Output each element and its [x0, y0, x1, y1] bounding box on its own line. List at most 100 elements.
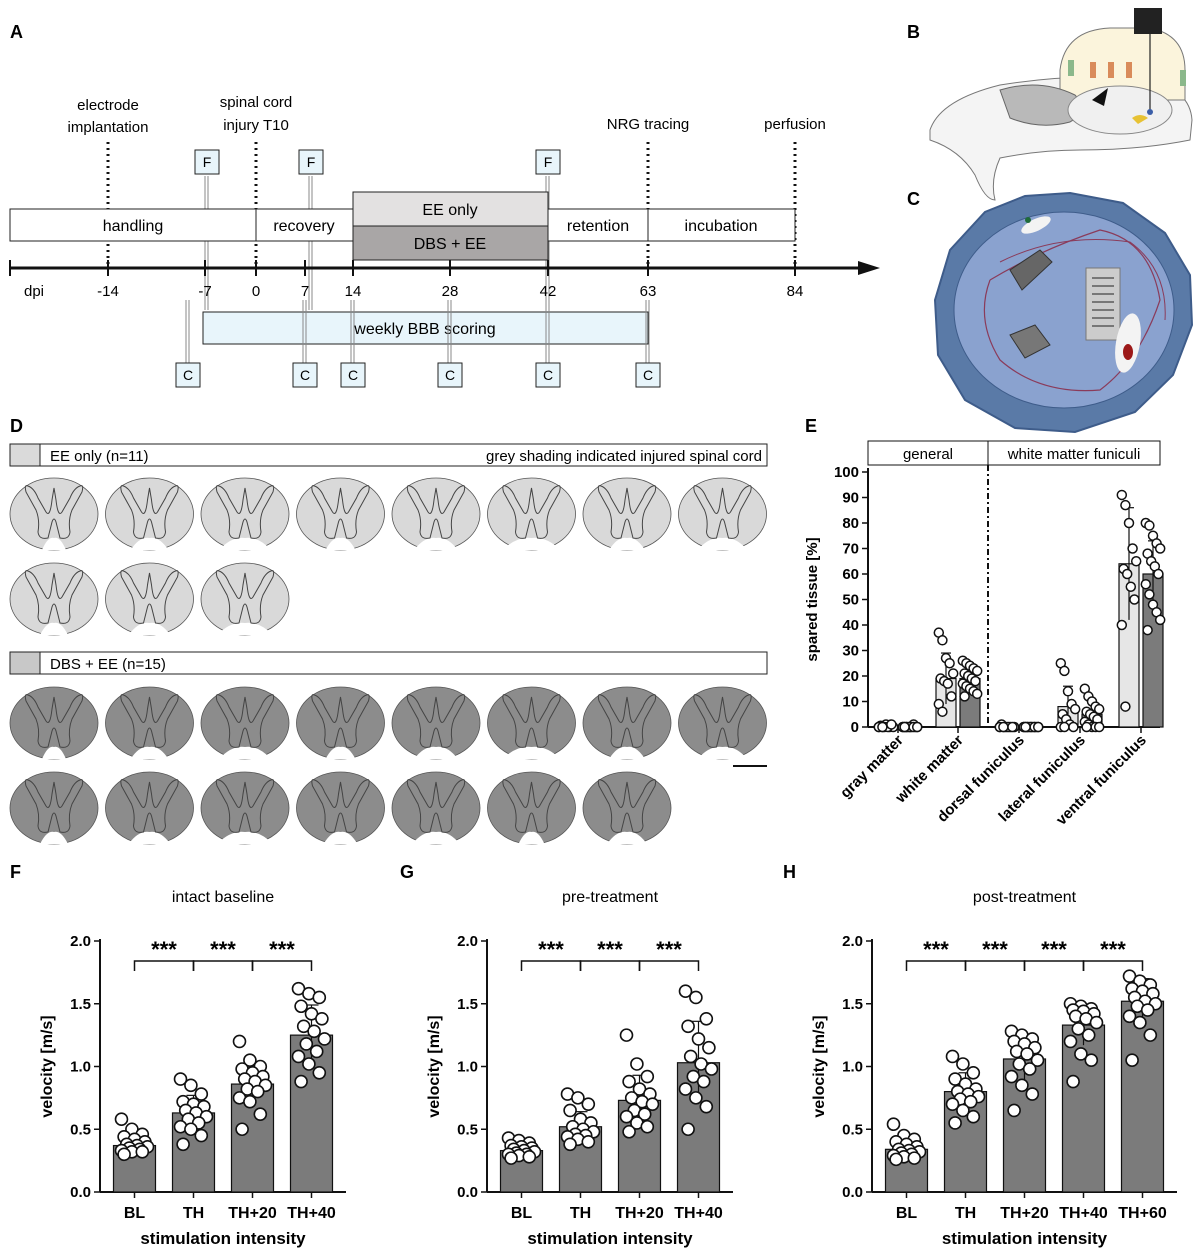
data-point: [956, 1103, 970, 1118]
data-point: [704, 1062, 719, 1076]
data-point: [1154, 614, 1166, 626]
data-point: [699, 1099, 714, 1114]
spared-tissue: [583, 528, 615, 550]
tick-label: 7: [301, 283, 309, 300]
y-axis-label: velocity [m/s]: [426, 1015, 443, 1117]
data-point: [1007, 721, 1018, 733]
gray-matter-outline: [502, 779, 561, 833]
data-point: [886, 719, 897, 730]
spared-tissue: [42, 746, 66, 759]
spared-tissue: [487, 741, 520, 759]
x-tick-label: TH+40: [674, 1205, 723, 1222]
significance-bracket: [520, 960, 582, 971]
data-point: [956, 1057, 970, 1071]
spared-tissue: [10, 528, 42, 550]
cord-section: [105, 562, 194, 636]
data-point: [522, 1150, 537, 1164]
spared-tissue: [10, 617, 42, 635]
rat-skull-illustration: [929, 8, 1193, 201]
data-point: [291, 1049, 306, 1064]
data-point: [309, 1044, 324, 1059]
spared-tissue: [392, 532, 424, 550]
c-marker-label: C: [348, 367, 358, 383]
spared-tissue: [130, 537, 169, 550]
significance-bracket: [905, 960, 967, 971]
panel-label-b: B: [907, 22, 920, 42]
spared-tissue: [296, 737, 329, 759]
spared-tissue: [105, 822, 138, 844]
connector-icon: [1134, 8, 1162, 34]
gray-matter-outline: [311, 779, 370, 833]
c-marker-label: C: [445, 367, 455, 383]
spared-tissue: [487, 826, 520, 844]
gray-matter-outline: [24, 570, 84, 624]
gray-matter-outline: [597, 485, 657, 539]
group1-label: EE only (n=11): [50, 448, 149, 465]
data-point: [1123, 517, 1135, 529]
tick-label: 63: [640, 283, 657, 300]
event-label: injury T10: [223, 117, 289, 134]
x-tick-label: TH+40: [287, 1205, 336, 1222]
data-point: [998, 721, 1009, 733]
data-point: [184, 1078, 198, 1093]
spared-tissue: [201, 826, 233, 844]
data-point: [294, 999, 308, 1014]
spared-tissue: [217, 622, 273, 635]
data-point: [691, 1032, 706, 1046]
cord-section: [296, 477, 385, 551]
y-tick-label: 2.0: [457, 933, 478, 950]
data-point: [1125, 581, 1137, 592]
data-point: [645, 1097, 660, 1111]
spared-tissue: [609, 537, 645, 550]
spared-tissue: [325, 746, 356, 759]
data-point: [1020, 721, 1031, 733]
timeline-arrow: [858, 261, 880, 275]
phase-label: EE only: [422, 202, 477, 219]
data-point: [689, 990, 703, 1005]
x-axis-label: stimulation intensity: [140, 1229, 306, 1248]
c-marker: [292, 362, 318, 388]
gray-matter-outline: [120, 779, 179, 833]
cord-section: [391, 686, 481, 760]
cord-section: [391, 477, 481, 551]
data-point: [299, 1037, 314, 1051]
data-point: [1084, 1053, 1099, 1068]
bbb-scoring-box: [202, 311, 649, 345]
data-point: [630, 1057, 644, 1071]
data-point: [1074, 1047, 1088, 1061]
y-tick-label: 60: [842, 566, 859, 583]
chart-title: intact baseline: [172, 889, 274, 906]
data-point: [135, 1145, 150, 1159]
phase-label: DBS + EE: [414, 236, 486, 253]
cord-section: [105, 477, 194, 551]
chart-h: post-treatment 0.0 0.5 1.0 1.5 2.0 velocity [m…: [811, 889, 1177, 1248]
phase-label: incubation: [685, 218, 758, 235]
data-point: [619, 1109, 634, 1124]
data-point: [681, 1019, 695, 1034]
spared-tissue: [583, 737, 615, 759]
phase-handling: [9, 208, 257, 242]
significance-bracket: [192, 960, 254, 971]
data-point: [1140, 578, 1152, 590]
significance-bracket: [964, 960, 1026, 971]
header-general: [867, 440, 989, 466]
y-axis-label: velocity [m/s]: [811, 1015, 828, 1117]
data-point: [619, 1028, 634, 1042]
data-point: [945, 1097, 960, 1111]
cord-section: [487, 771, 576, 845]
y-tick-label: 50: [842, 592, 859, 609]
significance-bracket: [638, 960, 700, 971]
y-tick-label: 1.5: [457, 996, 478, 1013]
x-tick-label: TH: [183, 1205, 204, 1222]
cord-section: [582, 477, 672, 551]
data-point: [194, 1087, 209, 1101]
data-point: [945, 1049, 960, 1064]
cord-section: [296, 771, 385, 845]
spared-tissue: [392, 741, 424, 759]
data-point: [184, 1122, 198, 1137]
spared-tissue: [414, 746, 458, 759]
c-marker: [535, 362, 561, 388]
data-point: [1142, 624, 1153, 636]
y-tick-label: 2.0: [842, 933, 863, 950]
header-white-matter: [987, 440, 1161, 466]
